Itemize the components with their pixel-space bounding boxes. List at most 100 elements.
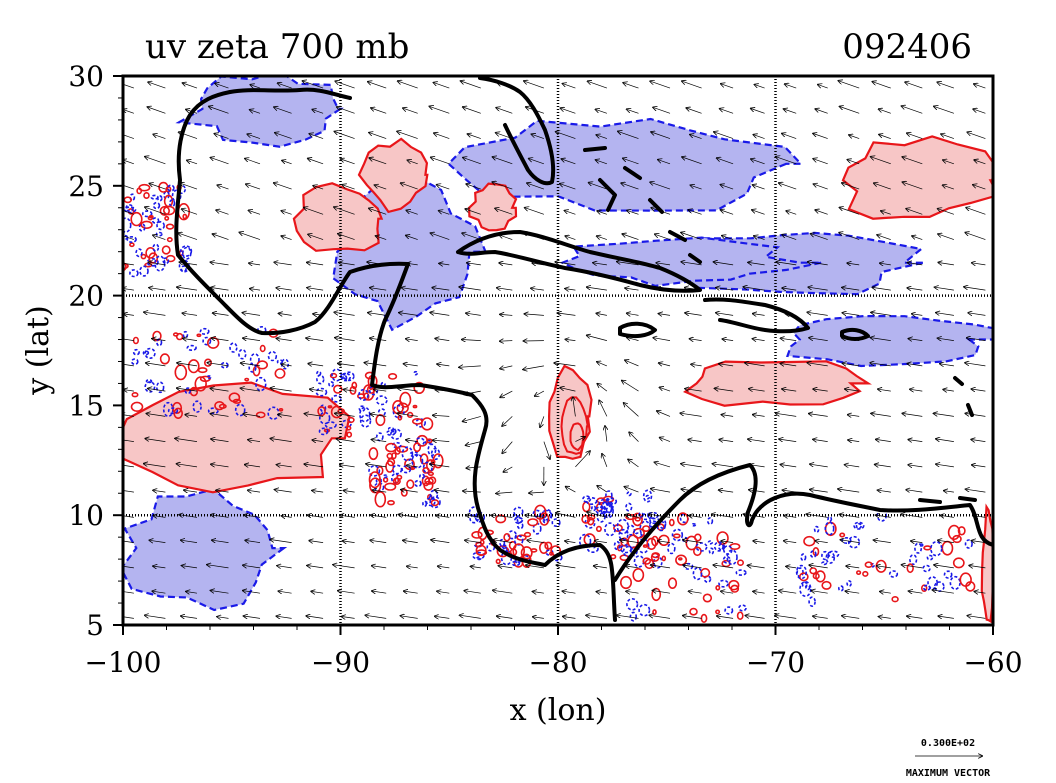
noise-contour (228, 392, 241, 403)
wind-vector (459, 366, 481, 367)
noise-contour (633, 555, 645, 568)
noise-contour (677, 557, 683, 561)
wind-vector (717, 616, 734, 618)
wind-vector (909, 339, 923, 341)
wind-vector (782, 288, 797, 290)
noise-contour (347, 416, 355, 424)
wind-vector (306, 616, 324, 619)
noise-contour (671, 528, 684, 542)
wind-vector (337, 288, 355, 291)
wind-vector (543, 441, 550, 459)
wind-vector (839, 233, 860, 240)
noise-contour (821, 580, 832, 590)
noise-contour (809, 550, 817, 558)
noise-contour (539, 512, 550, 526)
wind-vector (689, 516, 702, 518)
noise-contour (626, 491, 632, 497)
wind-vector (499, 566, 513, 568)
wind-vector (974, 160, 986, 165)
wind-vector (464, 390, 481, 394)
wind-vector (123, 83, 135, 89)
wind-vector (808, 287, 828, 291)
wind-vector (309, 541, 324, 543)
wind-vector (308, 159, 324, 165)
noise-contour (695, 542, 708, 552)
wind-vector (217, 617, 229, 619)
noise-contour (923, 545, 932, 551)
wind-vector (178, 233, 198, 240)
noise-contour (513, 506, 524, 517)
wind-vector (557, 565, 576, 569)
noise-contour (891, 595, 899, 603)
wind-vector (526, 565, 544, 568)
wind-vector (842, 616, 860, 619)
wind-vector (313, 314, 324, 316)
wind-vector (845, 389, 860, 391)
noise-contour (159, 205, 171, 216)
wind-vector (500, 235, 513, 240)
wind-vector (439, 263, 450, 265)
wind-vector (625, 288, 639, 290)
wind-vector (244, 515, 261, 517)
wind-vector (691, 364, 702, 366)
wind-vector (150, 540, 166, 542)
noise-contour (926, 554, 934, 561)
wind-vector (338, 591, 355, 594)
negative-zeta-region (559, 236, 822, 288)
noise-contour (803, 535, 816, 547)
noise-contour (503, 532, 511, 542)
y-tick-label: 25 (68, 170, 104, 203)
wind-vector (504, 466, 513, 472)
wind-vector (618, 131, 639, 139)
noise-contour (413, 442, 422, 453)
wind-vector (461, 81, 481, 89)
noise-contour (418, 473, 425, 479)
noise-contour (626, 597, 639, 611)
noise-contour (952, 557, 965, 569)
noise-contour (184, 387, 192, 395)
wind-vector (659, 363, 671, 366)
wind-vector (370, 288, 387, 290)
wind-vector (371, 108, 387, 114)
wind-vector (605, 426, 607, 442)
wind-vector (573, 397, 576, 417)
noise-contour (186, 344, 197, 352)
wind-vector (813, 439, 828, 441)
wind-vector (781, 338, 797, 340)
wind-vector (491, 515, 513, 517)
noise-contour (278, 407, 284, 412)
wind-vector (250, 110, 261, 114)
wind-vector (211, 414, 229, 417)
noise-contour (927, 576, 938, 590)
noise-contour (359, 414, 372, 428)
wind-vector (211, 591, 229, 594)
wind-vector (243, 414, 261, 417)
noise-contour (645, 494, 651, 500)
wind-vector (374, 389, 387, 391)
noise-contour (667, 542, 676, 555)
wind-vector (808, 262, 828, 266)
noise-contour (382, 474, 388, 479)
noise-contour (158, 181, 169, 193)
wind-vector (748, 565, 765, 568)
wind-vector (311, 591, 324, 593)
noise-contour (855, 570, 862, 576)
vector-key-value: 0.300E+02 (921, 738, 975, 749)
wind-vector (681, 464, 702, 468)
wind-vector (716, 288, 734, 291)
wind-vector (749, 389, 765, 391)
noise-contour (234, 403, 246, 417)
wind-vector (753, 541, 765, 543)
wind-vector (943, 390, 954, 392)
noise-contour (933, 581, 945, 592)
wind-vector (627, 338, 639, 341)
noise-contour (316, 374, 325, 385)
wind-vector (721, 185, 734, 190)
wind-vector (495, 208, 513, 215)
noise-contour (718, 579, 729, 588)
wind-vector (282, 211, 292, 215)
wind-vector (597, 592, 607, 594)
noise-contour (167, 407, 179, 415)
wind-vector (596, 109, 608, 114)
wind-vector (554, 363, 576, 367)
